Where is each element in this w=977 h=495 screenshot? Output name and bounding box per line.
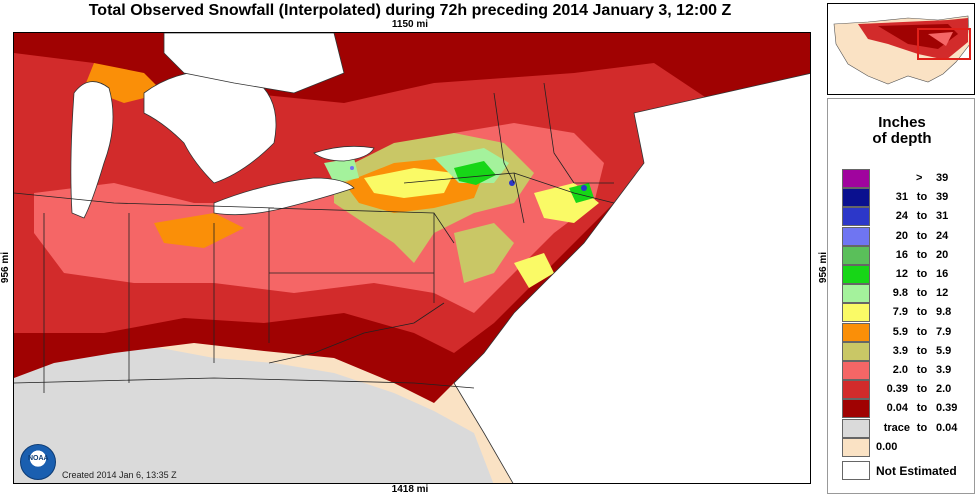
legend-range-to: to: [916, 383, 928, 396]
legend-range-low: 12: [895, 268, 908, 280]
legend-row: 3.9 to 5.9: [842, 341, 972, 361]
legend-range-high: 2.0: [936, 383, 952, 396]
legend-range-low: 20: [895, 229, 908, 242]
legend-range-low: 9.8: [892, 287, 908, 300]
legend-range-to: to: [916, 421, 928, 434]
legend-range-to: to: [916, 306, 928, 319]
legend-range-low: 0.00: [876, 440, 898, 453]
legend-range-low: 31: [895, 191, 908, 204]
legend-row: 24 to 31: [842, 207, 972, 227]
legend-range-to: to: [916, 402, 928, 415]
legend-swatch: [842, 399, 870, 419]
legend-range-high: 12: [936, 287, 949, 300]
legend-range-low: 0.39: [886, 383, 908, 396]
legend-range-low: >: [916, 172, 923, 184]
legend-range-to: to: [916, 364, 928, 376]
legend-row: 12 to 16: [842, 265, 972, 284]
snowfall-map[interactable]: [13, 32, 811, 484]
legend-range-low: trace: [883, 421, 910, 434]
legend-row: 5.9 to 7.9: [842, 322, 972, 342]
legend-row: 16 to 20: [842, 245, 972, 265]
legend-swatch: [842, 245, 870, 265]
left-distance-label: 956 mi: [0, 251, 12, 284]
legend-range-high: 16: [936, 268, 949, 280]
legend-range-high: 39: [936, 191, 949, 204]
legend-range-to: to: [916, 287, 928, 300]
legend-range-low: 2.0: [892, 364, 908, 376]
legend-swatch: [842, 265, 870, 284]
noaa-logo-text: NOAA: [28, 455, 49, 462]
legend-range-high: 3.9: [936, 364, 952, 376]
legend-range-to: to: [916, 325, 928, 338]
legend-range-to: to: [916, 210, 928, 223]
legend-range-high: 7.9: [936, 325, 952, 338]
noaa-logo-icon: [20, 444, 56, 480]
legend-row: 0.00: [842, 437, 972, 457]
legend-swatch: [842, 437, 870, 457]
legend-range-high: 20: [936, 248, 949, 261]
legend-range-to: to: [916, 248, 928, 261]
legend-swatch: [842, 188, 870, 208]
legend-range-high: 0.04: [936, 421, 958, 434]
legend-range-low: 5.9: [892, 325, 908, 338]
top-distance-label: 1150 mi: [391, 19, 429, 30]
legend-swatch: [842, 418, 870, 438]
legend-row: 0.39 to 2.0: [842, 380, 972, 400]
legend-range-high: 39: [936, 172, 949, 184]
legend-swatch: [842, 322, 870, 342]
legend-swatch: [842, 380, 870, 400]
legend-swatch: [842, 284, 870, 304]
legend-title: Inches of depth: [872, 114, 932, 147]
legend-row: 7.9 to 9.8: [842, 303, 972, 323]
legend-range-high: 9.8: [936, 306, 952, 319]
not-estimated-swatch: [842, 461, 870, 480]
created-timestamp: Created 2014 Jan 6, 13:35 Z: [62, 470, 177, 480]
map-title: Total Observed Snowfall (Interpolated) d…: [88, 2, 732, 19]
legend-range-to: to: [916, 268, 928, 280]
legend-swatch: [842, 341, 870, 361]
legend-range-high: 0.39: [936, 402, 958, 415]
legend-row: trace to 0.04: [842, 418, 972, 438]
legend-range-to: to: [916, 191, 928, 204]
legend-range-high: 5.9: [936, 344, 952, 357]
legend-range-to: to: [916, 344, 928, 357]
legend-row: 9.8 to 12: [842, 284, 972, 304]
legend-range-high: 31: [936, 210, 949, 223]
legend-range-high: 24: [936, 229, 949, 242]
bottom-distance-label: 1418 mi: [391, 484, 429, 495]
legend-swatch: [842, 169, 870, 188]
legend-panel: Inches of depth >39 31 to 39 24 to 31 20 to 24 16 to…: [827, 98, 975, 494]
locator-inset-map[interactable]: [827, 3, 975, 95]
legend-swatch: [842, 226, 870, 246]
legend-row: 2.0 to 3.9: [842, 361, 972, 380]
inset-selection-box: [917, 28, 971, 60]
legend-range-low: 0.04: [886, 402, 908, 415]
legend-swatch: [842, 303, 870, 323]
legend-range-low: 16: [895, 248, 908, 261]
snowfall-map-svg: [14, 33, 810, 483]
legend-swatch: [842, 207, 870, 227]
legend-range-low: 24: [895, 210, 908, 223]
legend-range-low: 7.9: [892, 306, 908, 319]
legend-row: 20 to 24: [842, 226, 972, 246]
legend-row: 0.04 to 0.39: [842, 399, 972, 419]
not-estimated-label: Not Estimated: [876, 464, 957, 478]
legend-range-low: 3.9: [892, 344, 908, 357]
legend-row: >39: [842, 169, 972, 188]
legend-swatch: [842, 361, 870, 380]
legend-range-to: to: [916, 229, 928, 242]
legend-row: 31 to 39: [842, 188, 972, 208]
